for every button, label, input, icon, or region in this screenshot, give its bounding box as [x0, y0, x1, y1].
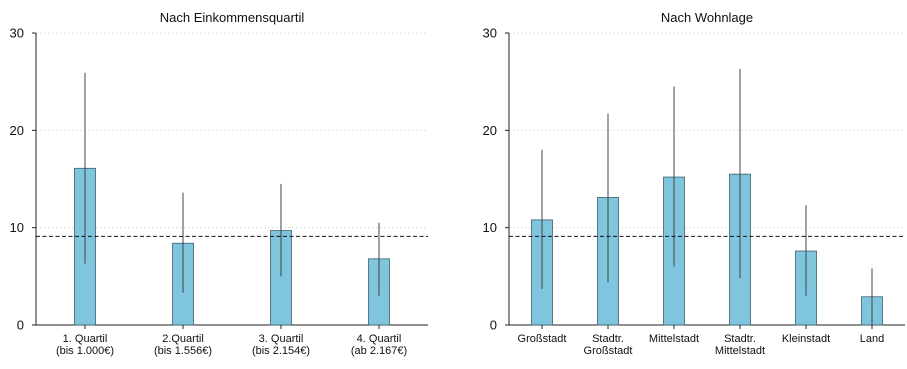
x-tick-label: (bis 1.000€): [56, 345, 114, 357]
y-tick-label: 20: [10, 123, 24, 138]
chart-title: Nach Einkommensquartil: [160, 10, 305, 25]
x-tick-label: 4. Quartil: [357, 333, 402, 345]
y-tick-label: 0: [17, 318, 24, 333]
y-tick-label: 20: [483, 123, 497, 138]
x-tick-label: Stadtr.: [592, 333, 624, 345]
x-tick-label: Kleinstadt: [782, 333, 830, 345]
x-tick-label: 3. Quartil: [259, 333, 304, 345]
y-tick-label: 30: [483, 26, 497, 41]
x-tick-label: Großstadt: [584, 345, 633, 357]
x-tick-label: Stadtr.: [724, 333, 756, 345]
x-tick-label: Land: [860, 333, 884, 345]
x-tick-label: Mittelstadt: [649, 333, 699, 345]
x-tick-label: (bis 1.556€): [154, 345, 212, 357]
x-tick-label: Großstadt: [518, 333, 567, 345]
x-tick-label: (ab 2.167€): [351, 345, 407, 357]
x-tick-label: (bis 2.154€): [252, 345, 310, 357]
y-tick-label: 0: [490, 318, 497, 333]
x-tick-label: 1. Quartil: [63, 333, 108, 345]
x-tick-label: Mittelstadt: [715, 345, 765, 357]
chart-title: Nach Wohnlage: [661, 10, 753, 25]
y-tick-label: 10: [483, 220, 497, 235]
y-tick-label: 10: [10, 220, 24, 235]
x-tick-label: 2.Quartil: [162, 333, 204, 345]
y-tick-label: 30: [10, 26, 24, 41]
